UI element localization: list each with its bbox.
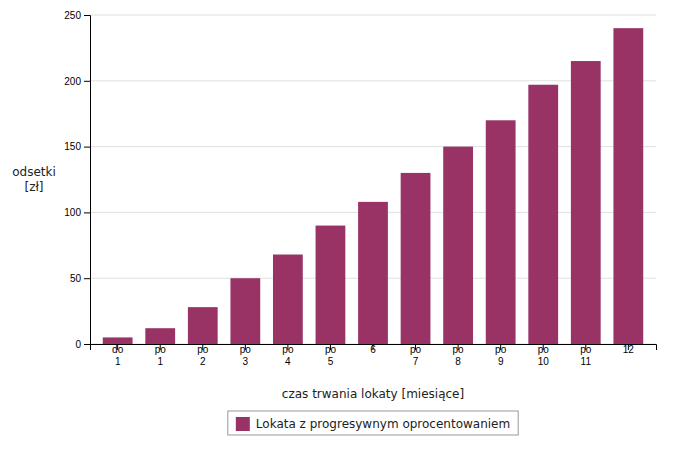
tick-label: po3 (240, 344, 252, 367)
text-line: po (453, 344, 465, 355)
tick-mark (84, 278, 90, 279)
bar (571, 61, 601, 344)
tick: po10 (538, 344, 550, 367)
tick-mark (84, 147, 90, 148)
bar (273, 255, 303, 344)
x-axis: do1po1po2po3po4po56po7po8po9po10po1112 (91, 344, 657, 367)
text-line: 7 (413, 356, 419, 367)
bar (443, 147, 473, 344)
text-line: odsetki (12, 165, 56, 179)
tick: 250 (64, 10, 90, 21)
text-line: 3 (243, 356, 249, 367)
legend-swatch (236, 417, 250, 431)
tick: 6 (370, 344, 376, 355)
tick: po3 (240, 344, 252, 367)
tick: 150 (64, 141, 90, 152)
tick-mark (84, 212, 90, 213)
tick-label: 12 (623, 344, 635, 355)
tick-label: 150 (64, 141, 81, 152)
grid (90, 15, 656, 344)
plot: 050100150200250do1po1po2po3po4po56po7po8… (64, 10, 656, 367)
x-axis-title: czas trwania lokaty [miesiące] (282, 387, 464, 401)
bar (103, 337, 133, 344)
text-line: po (197, 344, 209, 355)
text-line: 1 (115, 356, 121, 367)
tick-label: po7 (410, 344, 422, 367)
tick: 50 (70, 273, 90, 284)
bar (145, 328, 175, 344)
bar (316, 226, 346, 344)
text-line: 1 (157, 356, 163, 367)
text-line: po (325, 344, 337, 355)
tick-label: po9 (495, 344, 507, 367)
tick: po9 (495, 344, 507, 367)
tick-label: 6 (370, 344, 376, 355)
bars (103, 28, 643, 344)
text-line: po (155, 344, 167, 355)
tick-label: po10 (538, 344, 550, 367)
text-line: 4 (285, 356, 291, 367)
tick-mark (84, 344, 90, 345)
y-axis: 0 50 100 150 200 250 (64, 10, 90, 350)
tick: po4 (282, 344, 294, 367)
text-line: po (495, 344, 507, 355)
text-line: 5 (328, 356, 334, 367)
text-line: 9 (498, 356, 504, 367)
bar (486, 120, 516, 344)
tick-label: po2 (197, 344, 209, 367)
tick-label: 50 (70, 273, 82, 284)
bar (358, 202, 388, 344)
legend: Lokata z progresywnym oprocentowaniem (228, 411, 518, 435)
text-line: po (240, 344, 252, 355)
tick: 0 (75, 339, 90, 350)
bar (230, 278, 260, 344)
text-line: [zł] (24, 180, 43, 194)
tick-label: 0 (75, 339, 81, 350)
tick-mark (84, 81, 90, 82)
tick: po8 (453, 344, 465, 367)
y-axis-title: odsetki[zł] (12, 165, 56, 194)
tick: 100 (64, 207, 90, 218)
text-line: po (410, 344, 422, 355)
tick-label: do1 (112, 344, 124, 367)
text-line: 10 (538, 356, 550, 367)
tick-label: po5 (325, 344, 337, 367)
tick: 12 (623, 344, 635, 355)
tick-label: po11 (580, 344, 592, 367)
text-line: po (580, 344, 592, 355)
tick: po11 (580, 344, 592, 367)
text-line: 2 (200, 356, 206, 367)
text-line: 6 (370, 344, 376, 355)
bar (528, 85, 558, 344)
tick: po5 (325, 344, 337, 367)
tick-label: 250 (64, 10, 81, 21)
bar (613, 28, 643, 344)
tick: po2 (197, 344, 209, 367)
tick: po7 (410, 344, 422, 367)
tick: po1 (155, 344, 167, 367)
tick-label: 100 (64, 207, 81, 218)
text-line: 11 (581, 356, 592, 367)
tick-label: po4 (282, 344, 294, 367)
tick: 200 (64, 76, 90, 87)
legend-frame (228, 411, 518, 435)
tick-mark (84, 15, 90, 16)
legend-item: Lokata z progresywnym oprocentowaniem (236, 417, 510, 431)
text-line: po (282, 344, 294, 355)
axis-line (84, 16, 91, 345)
tick-label: 200 (64, 76, 81, 87)
legend-label: Lokata z progresywnym oprocentowaniem (256, 417, 510, 431)
bar (401, 173, 431, 344)
tick-label: po1 (155, 344, 167, 367)
text-line: 12 (623, 344, 635, 355)
text-line: po (538, 344, 550, 355)
text-line: do (112, 344, 124, 355)
tick: do1 (112, 344, 124, 367)
tick-label: po8 (453, 344, 465, 367)
chart: 050100150200250do1po1po2po3po4po56po7po8… (0, 0, 676, 449)
text-line: 8 (455, 356, 461, 367)
grid-line (90, 15, 656, 16)
bar (188, 307, 218, 344)
